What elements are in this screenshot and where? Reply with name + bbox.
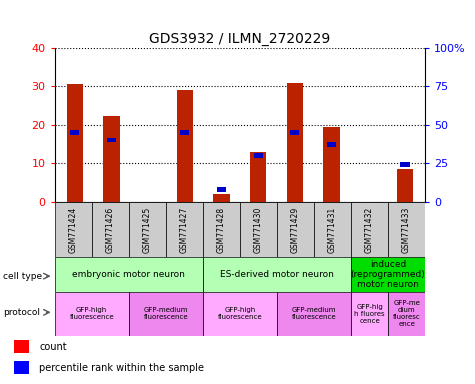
Text: GSM771428: GSM771428 bbox=[217, 206, 226, 253]
Text: induced
(reprogrammed)
motor neuron: induced (reprogrammed) motor neuron bbox=[351, 260, 426, 290]
Bar bbox=[400, 162, 409, 167]
Text: cell type: cell type bbox=[3, 271, 42, 281]
Bar bbox=[177, 90, 193, 202]
Text: GFP-medium
fluorescence: GFP-medium fluorescence bbox=[143, 308, 188, 320]
Text: GSM771429: GSM771429 bbox=[291, 206, 300, 253]
Bar bbox=[351, 257, 425, 292]
Text: GSM771426: GSM771426 bbox=[106, 206, 114, 253]
Text: protocol: protocol bbox=[3, 308, 40, 317]
Text: GSM771430: GSM771430 bbox=[254, 206, 263, 253]
Bar bbox=[166, 202, 203, 257]
Text: GSM771427: GSM771427 bbox=[180, 206, 189, 253]
Text: GSM771424: GSM771424 bbox=[69, 206, 77, 253]
Text: GSM771432: GSM771432 bbox=[365, 206, 374, 253]
Text: percentile rank within the sample: percentile rank within the sample bbox=[39, 362, 204, 373]
Text: GFP-me
dium
fluoresc
ence: GFP-me dium fluoresc ence bbox=[393, 300, 420, 328]
Bar bbox=[351, 202, 388, 257]
Bar bbox=[277, 202, 314, 257]
Bar bbox=[180, 130, 190, 135]
Bar bbox=[92, 202, 129, 257]
Bar bbox=[351, 292, 388, 336]
Bar bbox=[203, 257, 351, 292]
Bar bbox=[240, 202, 277, 257]
Title: GDS3932 / ILMN_2720229: GDS3932 / ILMN_2720229 bbox=[149, 31, 331, 46]
Bar bbox=[250, 152, 266, 202]
Bar bbox=[55, 292, 129, 336]
Text: embryonic motor neuron: embryonic motor neuron bbox=[72, 270, 185, 279]
Bar bbox=[314, 202, 351, 257]
Text: ES-derived motor neuron: ES-derived motor neuron bbox=[220, 270, 334, 279]
Bar bbox=[70, 130, 79, 135]
Bar bbox=[286, 83, 303, 202]
Text: GSM771425: GSM771425 bbox=[143, 206, 152, 253]
Bar bbox=[55, 202, 92, 257]
Text: GFP-high
fluorescence: GFP-high fluorescence bbox=[218, 308, 262, 320]
Text: GSM771433: GSM771433 bbox=[402, 206, 411, 253]
Bar bbox=[14, 361, 28, 374]
Bar bbox=[203, 202, 240, 257]
Text: GFP-high
fluorescence: GFP-high fluorescence bbox=[69, 308, 114, 320]
Bar bbox=[129, 202, 166, 257]
Bar bbox=[397, 169, 413, 202]
Bar bbox=[107, 138, 116, 142]
Bar bbox=[55, 257, 203, 292]
Bar bbox=[388, 202, 425, 257]
Text: GFP-hig
h fluores
cence: GFP-hig h fluores cence bbox=[354, 304, 385, 324]
Bar bbox=[213, 194, 230, 202]
Bar bbox=[277, 292, 351, 336]
Text: GSM771431: GSM771431 bbox=[328, 206, 337, 253]
Bar bbox=[129, 292, 203, 336]
Bar bbox=[290, 130, 299, 135]
Bar bbox=[103, 116, 120, 202]
Text: GFP-medium
fluorescence: GFP-medium fluorescence bbox=[292, 308, 336, 320]
Bar bbox=[327, 142, 336, 147]
Text: count: count bbox=[39, 341, 67, 352]
Bar bbox=[66, 84, 83, 202]
Bar bbox=[254, 153, 263, 158]
Bar bbox=[217, 187, 226, 192]
Bar bbox=[323, 127, 340, 202]
Bar bbox=[388, 292, 425, 336]
Bar bbox=[203, 292, 277, 336]
Bar bbox=[14, 340, 28, 353]
